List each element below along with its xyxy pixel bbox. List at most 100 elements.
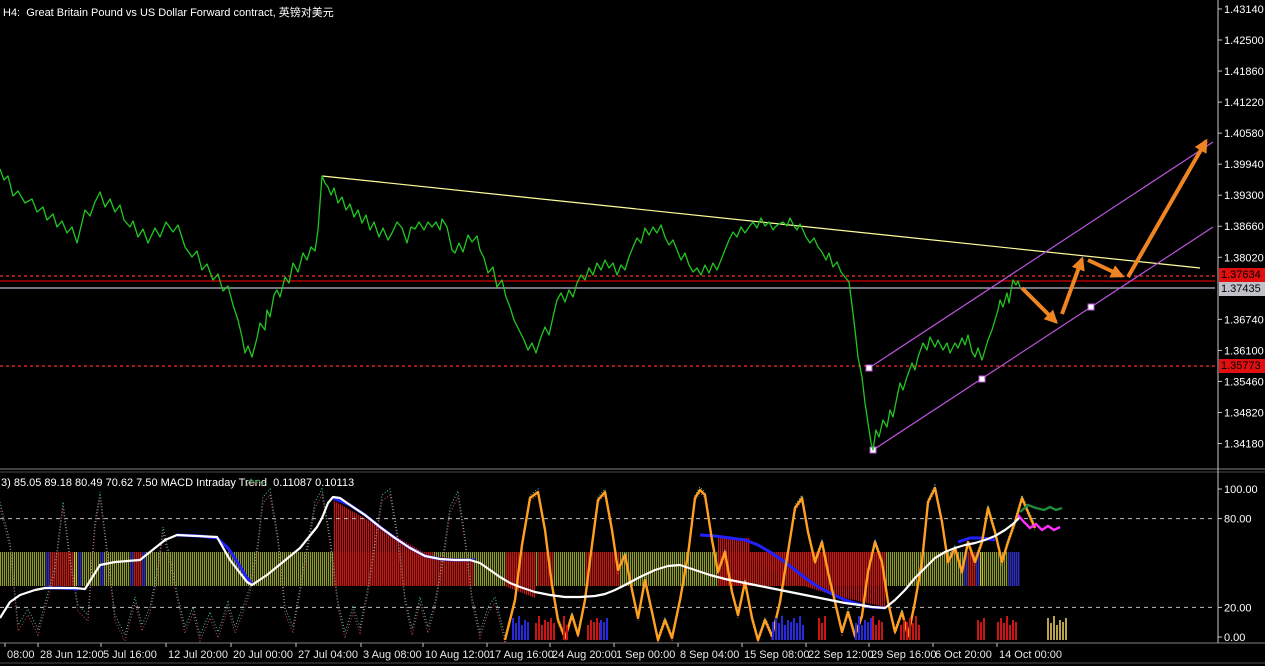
volume-mini-bar bbox=[512, 618, 514, 640]
volume-mini-bar bbox=[1065, 618, 1067, 640]
time-tick-label: 5 Jul 16:00 bbox=[103, 649, 157, 661]
time-tick-label: 08:00 bbox=[7, 649, 35, 661]
volume-mini-bar bbox=[784, 625, 786, 640]
indicator-values-label: 3) 85.05 89.18 80.49 70.62 7.50 MACD Int… bbox=[1, 477, 355, 489]
volume-mini-bar bbox=[593, 622, 595, 640]
volume-mini-bar bbox=[1000, 618, 1002, 640]
indicator-tick-label: 20.00 bbox=[1224, 602, 1252, 614]
band-block bbox=[980, 552, 983, 586]
price-tick-label: 1.41860 bbox=[1224, 66, 1264, 78]
volume-mini-bar bbox=[527, 622, 529, 640]
volume-mini-bar bbox=[547, 622, 549, 640]
volume-mini-bar bbox=[1059, 620, 1061, 640]
time-tick-label: 15 Sep 08:00 bbox=[744, 649, 809, 661]
volume-mini-bar bbox=[864, 620, 866, 640]
price-tick-label: 1.38020 bbox=[1224, 252, 1264, 264]
time-tick-label: 17 Aug 16:00 bbox=[489, 649, 554, 661]
band-block bbox=[133, 552, 142, 586]
volume-mini-bar bbox=[590, 620, 592, 640]
volume-mini-bar bbox=[870, 618, 872, 640]
volume-mini-bar bbox=[915, 616, 917, 640]
indicator-tick-label: 80.00 bbox=[1224, 514, 1252, 526]
time-tick-label: 14 Oct 00:00 bbox=[999, 649, 1062, 661]
price-tick-label: 1.34820 bbox=[1224, 407, 1264, 419]
volume-mini-bar bbox=[566, 625, 568, 640]
forecast-magenta-tail bbox=[1017, 514, 1061, 532]
time-tick-label: 28 Jun 12:00 bbox=[40, 649, 104, 661]
time-tick-label: 8 Sep 04:00 bbox=[680, 649, 739, 661]
volume-mini-bar bbox=[596, 618, 598, 640]
volume-mini-bar bbox=[872, 616, 874, 640]
price-tick-label: 1.36100 bbox=[1224, 345, 1264, 357]
price-tick-label: 1.40580 bbox=[1224, 128, 1264, 140]
band-block bbox=[77, 552, 81, 586]
price-tick-label: 1.35460 bbox=[1224, 376, 1264, 388]
time-tick-label: 20 Jul 00:00 bbox=[233, 649, 293, 661]
volume-mini-bar bbox=[980, 622, 982, 640]
time-tick-label: 1 Sep 00:00 bbox=[616, 649, 675, 661]
channel-lower-line[interactable] bbox=[872, 226, 1214, 451]
forecast-arrow[interactable] bbox=[1020, 286, 1058, 324]
volume-mini-bar bbox=[997, 622, 999, 640]
forecast-arrow[interactable] bbox=[1087, 258, 1125, 278]
volume-mini-bar bbox=[802, 625, 804, 640]
volume-mini-bar bbox=[606, 618, 608, 640]
volume-mini-bar bbox=[900, 625, 902, 640]
indicator-pane bbox=[0, 483, 1215, 645]
chart-title: H4: Great Britain Pound vs US Dollar For… bbox=[3, 7, 334, 19]
forecast-arrow[interactable] bbox=[1126, 138, 1208, 278]
volume-mini-bar bbox=[912, 623, 914, 640]
time-tick-label: 12 Jul 20:00 bbox=[168, 649, 228, 661]
channel-anchor-marker[interactable] bbox=[865, 364, 873, 372]
macd-divergence-fill bbox=[718, 538, 750, 586]
volume-mini-bar bbox=[903, 620, 905, 640]
volume-mini-bar bbox=[778, 623, 780, 640]
descending-trendline[interactable] bbox=[321, 175, 1201, 269]
price-tick-label: 1.39940 bbox=[1224, 159, 1264, 171]
volume-mini-bar bbox=[544, 620, 546, 640]
volume-mini-bar bbox=[553, 623, 555, 640]
price-label-resistance: 1.37634 bbox=[1219, 268, 1265, 282]
price-pane bbox=[0, 138, 1215, 454]
time-tick-label: 29 Sep 16:00 bbox=[871, 649, 936, 661]
price-line-series bbox=[0, 168, 1021, 451]
channel-upper-line[interactable] bbox=[868, 141, 1214, 369]
volume-mini-bar bbox=[563, 616, 565, 640]
time-tick-label: 3 Aug 08:00 bbox=[363, 649, 422, 661]
band-block bbox=[963, 552, 967, 586]
indicator-tick-label: 0.00 bbox=[1224, 632, 1245, 644]
band-block bbox=[45, 552, 49, 586]
volume-mini-bar bbox=[787, 620, 789, 640]
volume-mini-bar bbox=[600, 620, 602, 640]
volume-mini-bar bbox=[875, 625, 877, 640]
volume-mini-bar bbox=[881, 622, 883, 640]
volume-mini-bar bbox=[878, 620, 880, 640]
price-tick-label: 1.38660 bbox=[1224, 221, 1264, 233]
forecast-arrow[interactable] bbox=[1060, 256, 1085, 315]
band-block bbox=[1008, 552, 1020, 586]
band-block bbox=[130, 552, 133, 586]
volume-mini-bar bbox=[587, 625, 589, 640]
band-block bbox=[74, 552, 77, 586]
volume-mini-bar bbox=[1012, 620, 1014, 640]
volume-mini-bar bbox=[772, 622, 774, 640]
price-tick-label: 1.36740 bbox=[1224, 314, 1264, 326]
volume-mini-bar bbox=[538, 616, 540, 640]
time-tick-label: 22 Sep 12:00 bbox=[808, 649, 873, 661]
channel-anchor-marker[interactable] bbox=[978, 375, 986, 383]
volume-mini-bar bbox=[550, 618, 552, 640]
volume-mini-bar bbox=[861, 625, 863, 640]
time-tick-label: 6 Oct 20:00 bbox=[935, 649, 992, 661]
band-block bbox=[967, 552, 976, 586]
price-label-support: 1.35773 bbox=[1219, 359, 1265, 373]
volume-mini-bar bbox=[1015, 622, 1017, 640]
volume-mini-bar bbox=[821, 623, 823, 640]
volume-mini-bar bbox=[524, 620, 526, 640]
volume-mini-bar bbox=[521, 625, 523, 640]
channel-anchor-marker[interactable] bbox=[1087, 303, 1095, 311]
volume-mini-bar bbox=[799, 616, 801, 640]
volume-mini-bar bbox=[515, 623, 517, 640]
